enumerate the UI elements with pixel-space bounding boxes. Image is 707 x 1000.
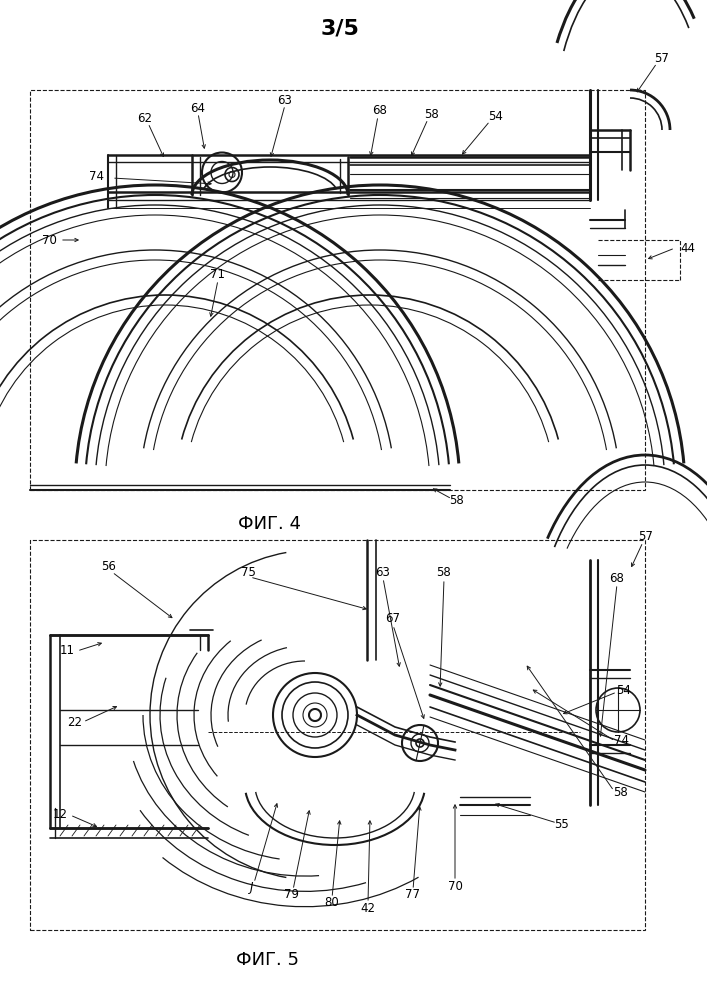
Text: 22: 22 <box>67 716 83 728</box>
Text: 54: 54 <box>489 109 503 122</box>
Text: 44: 44 <box>680 241 695 254</box>
Text: 58: 58 <box>437 566 451 580</box>
Text: 54: 54 <box>617 684 631 698</box>
Text: 62: 62 <box>137 111 153 124</box>
Text: 63: 63 <box>375 566 390 578</box>
Text: 11: 11 <box>59 644 74 656</box>
Bar <box>30 90 645 490</box>
Text: 74: 74 <box>89 170 104 184</box>
Text: 71: 71 <box>211 267 226 280</box>
Text: 63: 63 <box>278 94 293 106</box>
Text: 74: 74 <box>614 734 629 748</box>
Text: ФИГ. 5: ФИГ. 5 <box>237 951 300 969</box>
Text: 56: 56 <box>102 560 117 574</box>
Text: 58: 58 <box>425 107 439 120</box>
Text: 57: 57 <box>638 530 653 544</box>
Text: 58: 58 <box>614 786 629 798</box>
Text: 77: 77 <box>406 888 421 902</box>
Text: 3/5: 3/5 <box>320 19 359 39</box>
Text: 57: 57 <box>655 51 670 64</box>
Text: ФИГ. 4: ФИГ. 4 <box>238 515 301 533</box>
Text: 79: 79 <box>284 888 300 902</box>
Text: 12: 12 <box>52 808 67 820</box>
Text: 68: 68 <box>609 572 624 584</box>
Text: 64: 64 <box>190 102 206 114</box>
Text: 68: 68 <box>373 104 387 117</box>
Text: J: J <box>250 882 254 894</box>
Text: 67: 67 <box>385 612 400 626</box>
Text: 42: 42 <box>361 902 375 914</box>
Text: 55: 55 <box>554 818 569 830</box>
Bar <box>30 540 645 930</box>
Text: 75: 75 <box>240 566 255 578</box>
Text: 70: 70 <box>42 233 57 246</box>
Text: 70: 70 <box>448 880 462 892</box>
Text: 80: 80 <box>325 896 339 910</box>
Text: 58: 58 <box>450 494 464 508</box>
